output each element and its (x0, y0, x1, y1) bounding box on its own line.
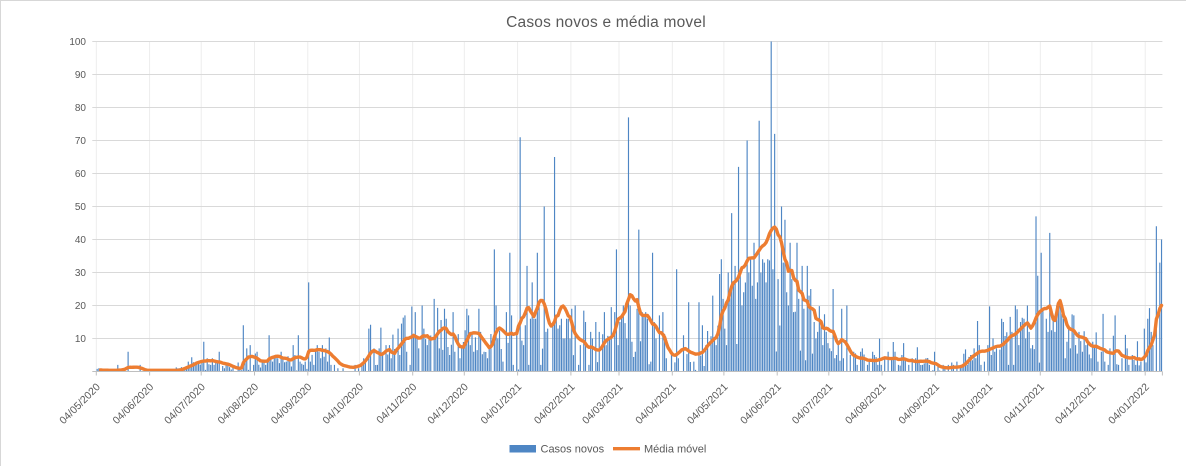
svg-text:80: 80 (75, 103, 87, 114)
svg-text:60: 60 (75, 169, 87, 180)
svg-text:70: 70 (75, 136, 87, 147)
svg-text:20: 20 (75, 301, 87, 312)
svg-text:40: 40 (75, 235, 87, 246)
svg-text:100: 100 (69, 37, 86, 48)
svg-text:90: 90 (75, 70, 87, 81)
svg-text:50: 50 (75, 202, 87, 213)
svg-text:10: 10 (75, 334, 87, 345)
svg-text:30: 30 (75, 268, 87, 279)
svg-text:Casos novos e média movel: Casos novos e média movel (506, 14, 706, 31)
svg-text:Média móvel: Média móvel (644, 444, 706, 456)
svg-text:Casos novos: Casos novos (541, 444, 605, 456)
